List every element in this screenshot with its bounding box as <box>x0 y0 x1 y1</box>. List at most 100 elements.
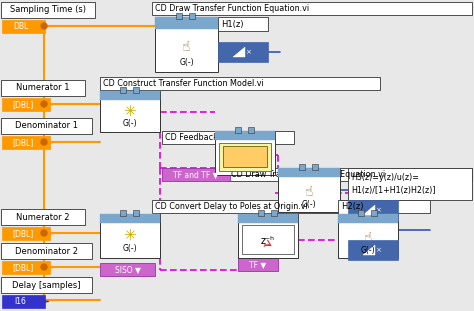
Text: ×: × <box>375 207 381 213</box>
Polygon shape <box>363 245 375 255</box>
Polygon shape <box>233 47 245 57</box>
Text: G(-): G(-) <box>301 200 316 209</box>
Bar <box>100 214 160 223</box>
Text: G(-): G(-) <box>361 246 375 255</box>
Bar <box>2 227 50 240</box>
Text: ☝: ☝ <box>305 185 313 199</box>
Bar <box>248 127 254 133</box>
Text: CD Feedback.vi: CD Feedback.vi <box>165 133 228 142</box>
Text: [DBL]: [DBL] <box>12 229 34 238</box>
Text: H3(z)=y(z)/u(z)=: H3(z)=y(z)/u(z)= <box>351 173 419 182</box>
Bar <box>338 214 398 258</box>
Text: [DBL]: [DBL] <box>12 138 34 147</box>
Bar <box>100 214 160 258</box>
Text: DBL: DBL <box>13 22 28 31</box>
Bar <box>223 146 267 167</box>
Text: CD Draw Transfer Function Equation.vi: CD Draw Transfer Function Equation.vi <box>155 4 309 13</box>
Bar <box>120 87 126 93</box>
Bar <box>100 91 160 100</box>
Text: Sampling Time (s): Sampling Time (s) <box>10 6 86 15</box>
Bar <box>348 168 472 200</box>
Bar <box>2 295 45 308</box>
Bar <box>155 17 218 29</box>
Text: CD Construct Transfer Function Model.vi: CD Construct Transfer Function Model.vi <box>103 79 264 88</box>
Circle shape <box>41 139 47 145</box>
Bar <box>152 2 472 15</box>
Bar <box>215 131 275 140</box>
Bar <box>348 200 398 220</box>
Bar <box>348 240 398 260</box>
Bar <box>155 17 218 72</box>
Text: G(-): G(-) <box>123 118 137 128</box>
Bar <box>133 87 139 93</box>
Bar <box>258 210 264 216</box>
Bar <box>312 164 318 170</box>
Text: CD Draw Transfer Function Equation.vi: CD Draw Transfer Function Equation.vi <box>231 170 385 179</box>
Bar <box>176 13 182 19</box>
Bar <box>228 168 472 181</box>
Bar <box>218 42 268 62</box>
Text: SISO ▼: SISO ▼ <box>115 121 140 130</box>
Bar <box>358 210 364 216</box>
Bar <box>100 263 155 276</box>
Bar <box>1 118 92 134</box>
Bar <box>162 168 230 181</box>
Bar <box>1 243 92 259</box>
Bar <box>2 261 50 274</box>
Text: CD Convert Delay to Poles at Origin.vi: CD Convert Delay to Poles at Origin.vi <box>155 202 308 211</box>
Text: ×: × <box>245 49 251 55</box>
Bar <box>338 214 398 223</box>
Text: ☝: ☝ <box>364 231 372 245</box>
Bar <box>278 168 340 177</box>
Text: H1(z): H1(z) <box>221 20 244 29</box>
Bar <box>162 131 294 144</box>
Polygon shape <box>363 205 375 215</box>
Text: ×: × <box>375 247 381 253</box>
Text: SISO ▼: SISO ▼ <box>115 265 140 274</box>
Bar <box>1 80 85 96</box>
Text: Denominator 1: Denominator 1 <box>15 122 78 131</box>
Text: Denominator 2: Denominator 2 <box>15 247 78 256</box>
Bar <box>100 77 380 90</box>
Bar <box>189 13 195 19</box>
Text: H1(z)/[1+H1(z)H2(z)]: H1(z)/[1+H1(z)H2(z)] <box>351 186 436 195</box>
Bar <box>1 2 95 18</box>
Text: G(-): G(-) <box>179 58 194 67</box>
Bar <box>120 210 126 216</box>
Circle shape <box>41 230 47 236</box>
Bar <box>2 20 45 33</box>
Text: z⁻ʰ: z⁻ʰ <box>261 235 275 245</box>
Bar <box>371 210 377 216</box>
Circle shape <box>41 264 47 270</box>
Bar <box>235 127 241 133</box>
Bar <box>133 210 139 216</box>
Bar <box>1 209 85 225</box>
Bar <box>2 136 50 149</box>
Bar <box>2 98 50 111</box>
Bar <box>338 200 388 214</box>
Bar <box>1 277 92 293</box>
Text: TF ▼: TF ▼ <box>249 260 266 269</box>
Text: Delay [samples]: Delay [samples] <box>12 281 81 290</box>
Text: ☝: ☝ <box>182 40 191 54</box>
Bar <box>278 168 340 212</box>
Bar <box>299 164 305 170</box>
Bar <box>100 91 160 132</box>
Bar <box>152 200 430 213</box>
Text: I16: I16 <box>15 297 27 306</box>
Bar <box>238 258 278 271</box>
Text: Numerator 2: Numerator 2 <box>16 212 70 221</box>
Circle shape <box>41 23 47 29</box>
Text: [DBL]: [DBL] <box>12 263 34 272</box>
Bar <box>271 210 277 216</box>
Text: Numerator 1: Numerator 1 <box>16 83 70 92</box>
Text: ✳: ✳ <box>124 228 137 243</box>
Bar <box>100 119 155 132</box>
Text: G(-): G(-) <box>123 244 137 253</box>
Text: H2(z): H2(z) <box>341 202 364 211</box>
Bar <box>242 225 294 254</box>
Text: [DBL]: [DBL] <box>12 100 34 109</box>
Bar <box>238 214 298 223</box>
Text: TF and TF ▼: TF and TF ▼ <box>173 170 219 179</box>
Bar <box>218 17 268 31</box>
